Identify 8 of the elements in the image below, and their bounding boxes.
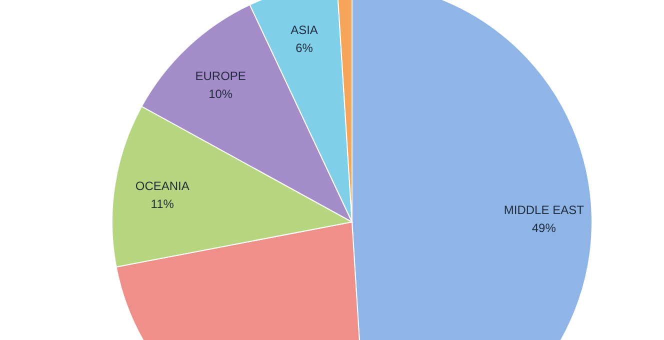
data-label: 11% (150, 196, 174, 211)
data-label: 6% (296, 41, 314, 56)
slice-label: ASIA (290, 23, 318, 38)
slice-label: MIDDLE EAST (504, 202, 585, 217)
data-label: 49% (532, 220, 556, 235)
slice-label: OCEANIA (135, 178, 190, 193)
data-label: 10% (208, 87, 233, 102)
slice-label: EUROPE (195, 69, 246, 84)
